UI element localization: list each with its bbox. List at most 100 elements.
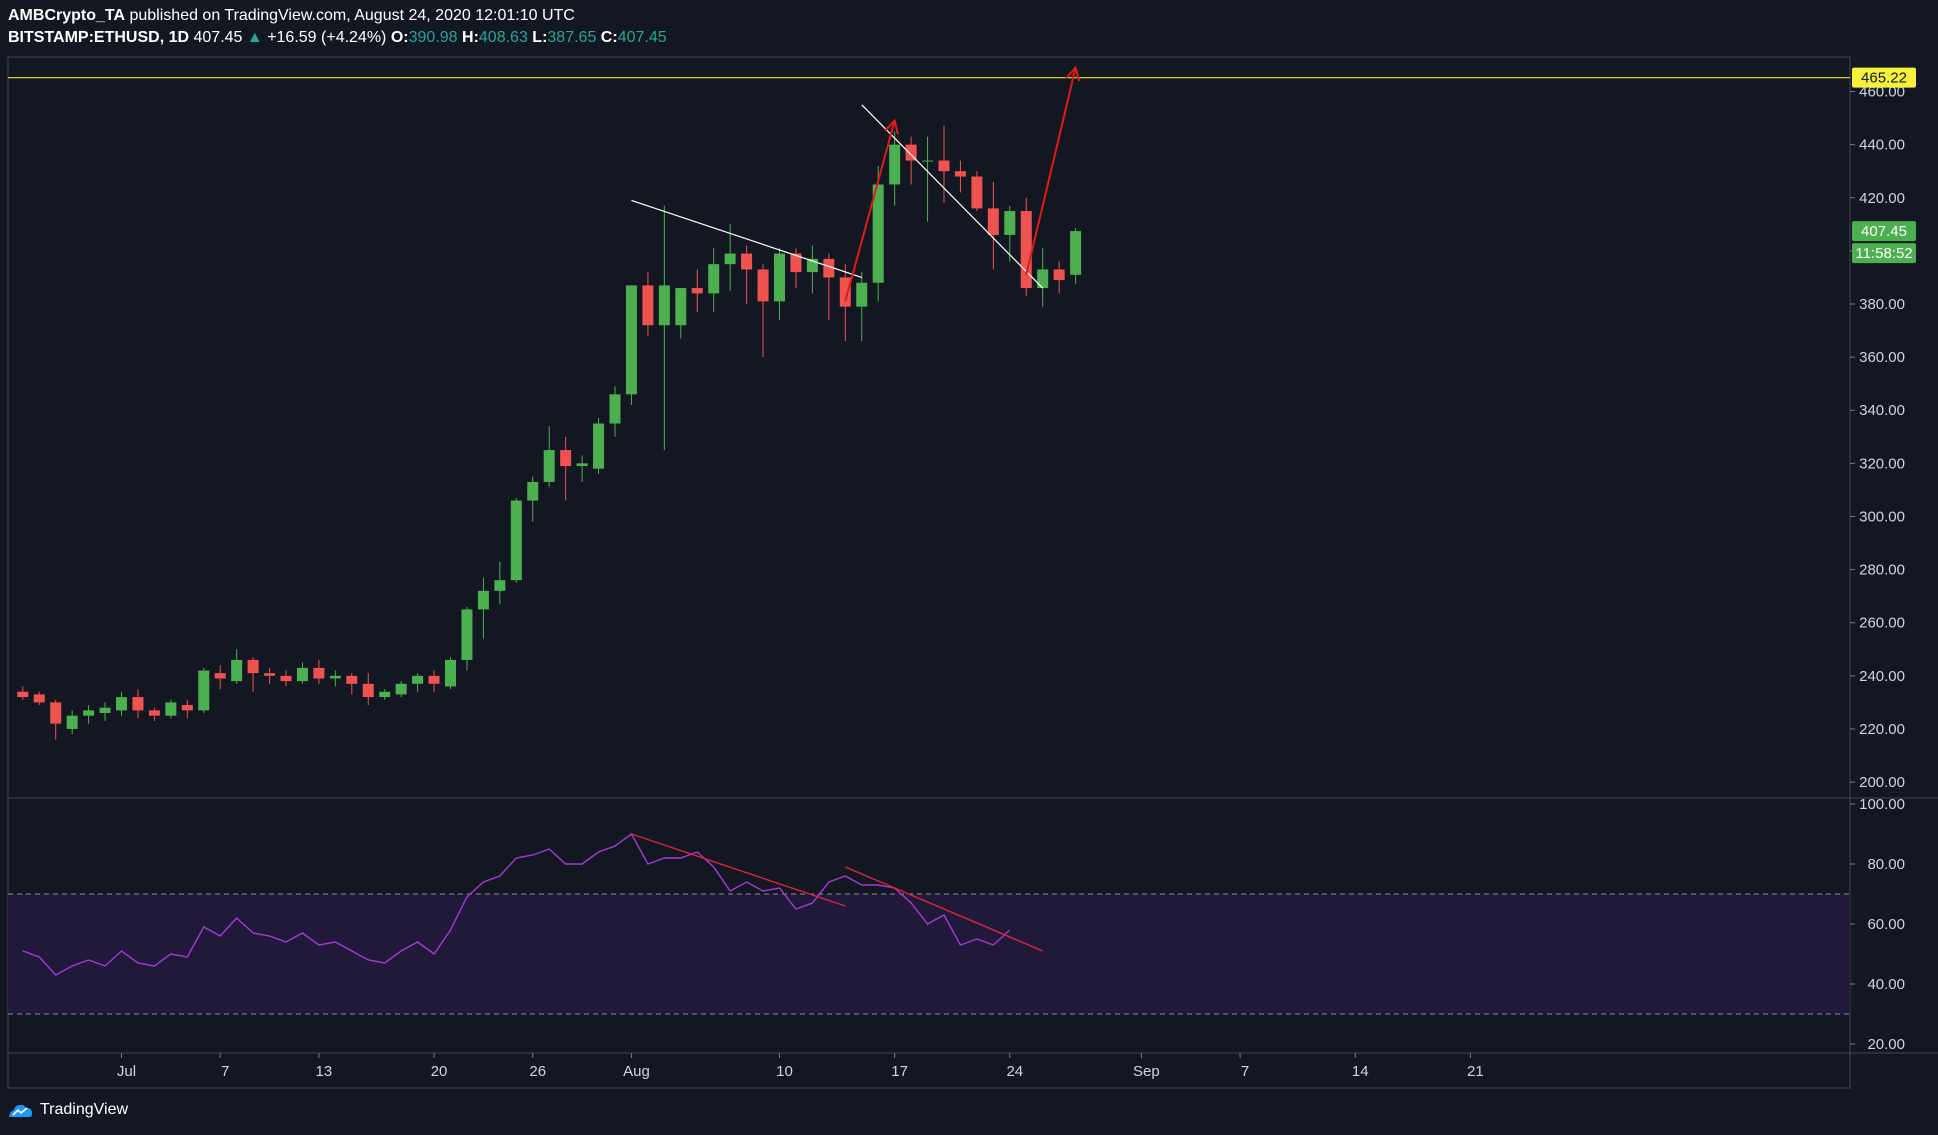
candle-body xyxy=(379,691,391,698)
candle xyxy=(938,126,950,204)
footer-brand[interactable]: TradingView xyxy=(8,1098,128,1122)
candle xyxy=(1053,261,1065,294)
candle xyxy=(329,670,341,687)
candle xyxy=(510,497,522,583)
candle xyxy=(922,136,934,222)
arrow-shaft xyxy=(1025,67,1077,276)
high-label: H: xyxy=(462,29,479,46)
price-tick-label: 200.00 xyxy=(1859,774,1905,791)
chart-frame xyxy=(7,56,1938,1089)
open-value: 390.98 xyxy=(408,29,458,46)
candle-body xyxy=(231,659,243,682)
countdown-tag[interactable]: 11:58:52 xyxy=(1852,243,1916,264)
candle xyxy=(428,670,440,692)
chart-header: AMBCrypto_TA published on TradingView.co… xyxy=(8,5,1908,49)
time-tick-label: Aug xyxy=(623,1063,650,1080)
candle xyxy=(576,455,588,482)
price-tick-label: 360.00 xyxy=(1859,349,1905,366)
change-arrow-icon: ▲ xyxy=(246,29,263,46)
candle xyxy=(839,264,851,342)
candle xyxy=(691,269,703,312)
candle xyxy=(856,272,868,342)
rsi-tick-label: 40.00 xyxy=(1867,976,1905,993)
open-label: O: xyxy=(390,29,409,46)
candle xyxy=(461,606,473,671)
rsi-band xyxy=(8,894,1850,1014)
candle-body xyxy=(543,450,555,482)
candle xyxy=(774,248,785,320)
time-tick-label: 10 xyxy=(776,1063,793,1080)
candle xyxy=(1004,205,1016,262)
candle-body xyxy=(609,394,621,424)
candle xyxy=(609,386,621,437)
time-tick-label: Jul xyxy=(117,1063,136,1080)
candle-body xyxy=(724,253,736,265)
last-price-tag[interactable]: 407.45 xyxy=(1852,221,1916,242)
candle-body xyxy=(839,277,851,307)
author-name[interactable]: AMBCrypto_TA xyxy=(8,7,126,24)
last-price-tag-bg xyxy=(1852,221,1916,242)
candle-body xyxy=(264,673,276,676)
rsi-pane[interactable] xyxy=(8,832,1850,1015)
candle-body xyxy=(1004,211,1016,235)
published-text: published on TradingView.com, August 24,… xyxy=(129,7,575,24)
candle xyxy=(1037,248,1049,307)
symbol-label[interactable]: BITSTAMP:ETHUSD, 1D xyxy=(8,29,190,46)
candle-body xyxy=(774,253,785,302)
chart-border xyxy=(7,56,1851,1089)
candle-body xyxy=(987,208,999,235)
candle-body xyxy=(412,675,424,684)
candle-body xyxy=(313,667,325,679)
candle-body xyxy=(905,144,917,161)
candle xyxy=(181,699,193,719)
rsi-trendline[interactable] xyxy=(631,833,846,907)
candle-body xyxy=(971,176,983,209)
candle xyxy=(889,131,901,206)
candle xyxy=(741,245,753,304)
candle-body xyxy=(165,702,177,716)
candle-body xyxy=(50,702,62,724)
candle xyxy=(165,699,177,719)
axes-layer[interactable]: 460.00440.00420.00400.00380.00360.00340.… xyxy=(117,67,1916,1080)
arrow[interactable] xyxy=(844,118,899,302)
candle-body xyxy=(872,184,884,283)
price-tick-label: 240.00 xyxy=(1859,668,1905,685)
arrow-head xyxy=(884,118,899,135)
time-tick-label: 24 xyxy=(1006,1063,1023,1080)
price-tick-label: 300.00 xyxy=(1859,508,1905,525)
candle xyxy=(83,705,95,724)
price-change: +16.59 (+4.24%) xyxy=(267,29,387,46)
candle xyxy=(247,657,259,692)
trendline[interactable] xyxy=(861,104,1044,289)
countdown-tag-label: 11:58:52 xyxy=(1855,245,1912,262)
tradingview-logo-icon xyxy=(9,1104,33,1117)
last-price: 407.45 xyxy=(193,29,243,46)
candle xyxy=(806,245,818,294)
candle-body xyxy=(708,264,720,294)
rsi-tick-label: 20.00 xyxy=(1867,1036,1905,1053)
ohlc-line: BITSTAMP:ETHUSD, 1D 407.45 ▲ +16.59 (+4.… xyxy=(8,27,1908,49)
publish-line: AMBCrypto_TA published on TradingView.co… xyxy=(8,5,1908,27)
candle-body xyxy=(445,659,456,687)
high-value: 408.63 xyxy=(478,29,528,46)
price-tick-label: 380.00 xyxy=(1859,296,1905,313)
price-tick-label: 460.00 xyxy=(1859,84,1905,101)
candle xyxy=(148,707,160,721)
candle-body xyxy=(132,697,144,711)
candle-body xyxy=(790,253,802,273)
drawings-layer[interactable] xyxy=(8,65,1850,302)
candle xyxy=(872,165,884,302)
candle-body xyxy=(576,463,588,467)
rsi-trendline[interactable] xyxy=(845,866,1043,952)
candle xyxy=(296,662,308,684)
candle-body xyxy=(1020,211,1032,289)
candle xyxy=(214,665,226,690)
candle-body xyxy=(823,258,835,278)
arrow[interactable] xyxy=(1025,65,1081,276)
trendline[interactable] xyxy=(631,199,862,279)
rsi-tick-label: 100.00 xyxy=(1859,796,1905,813)
candle xyxy=(17,686,29,700)
price-tick-label: 220.00 xyxy=(1859,721,1905,738)
resistance-price-tag[interactable]: 465.22 xyxy=(1852,67,1916,88)
